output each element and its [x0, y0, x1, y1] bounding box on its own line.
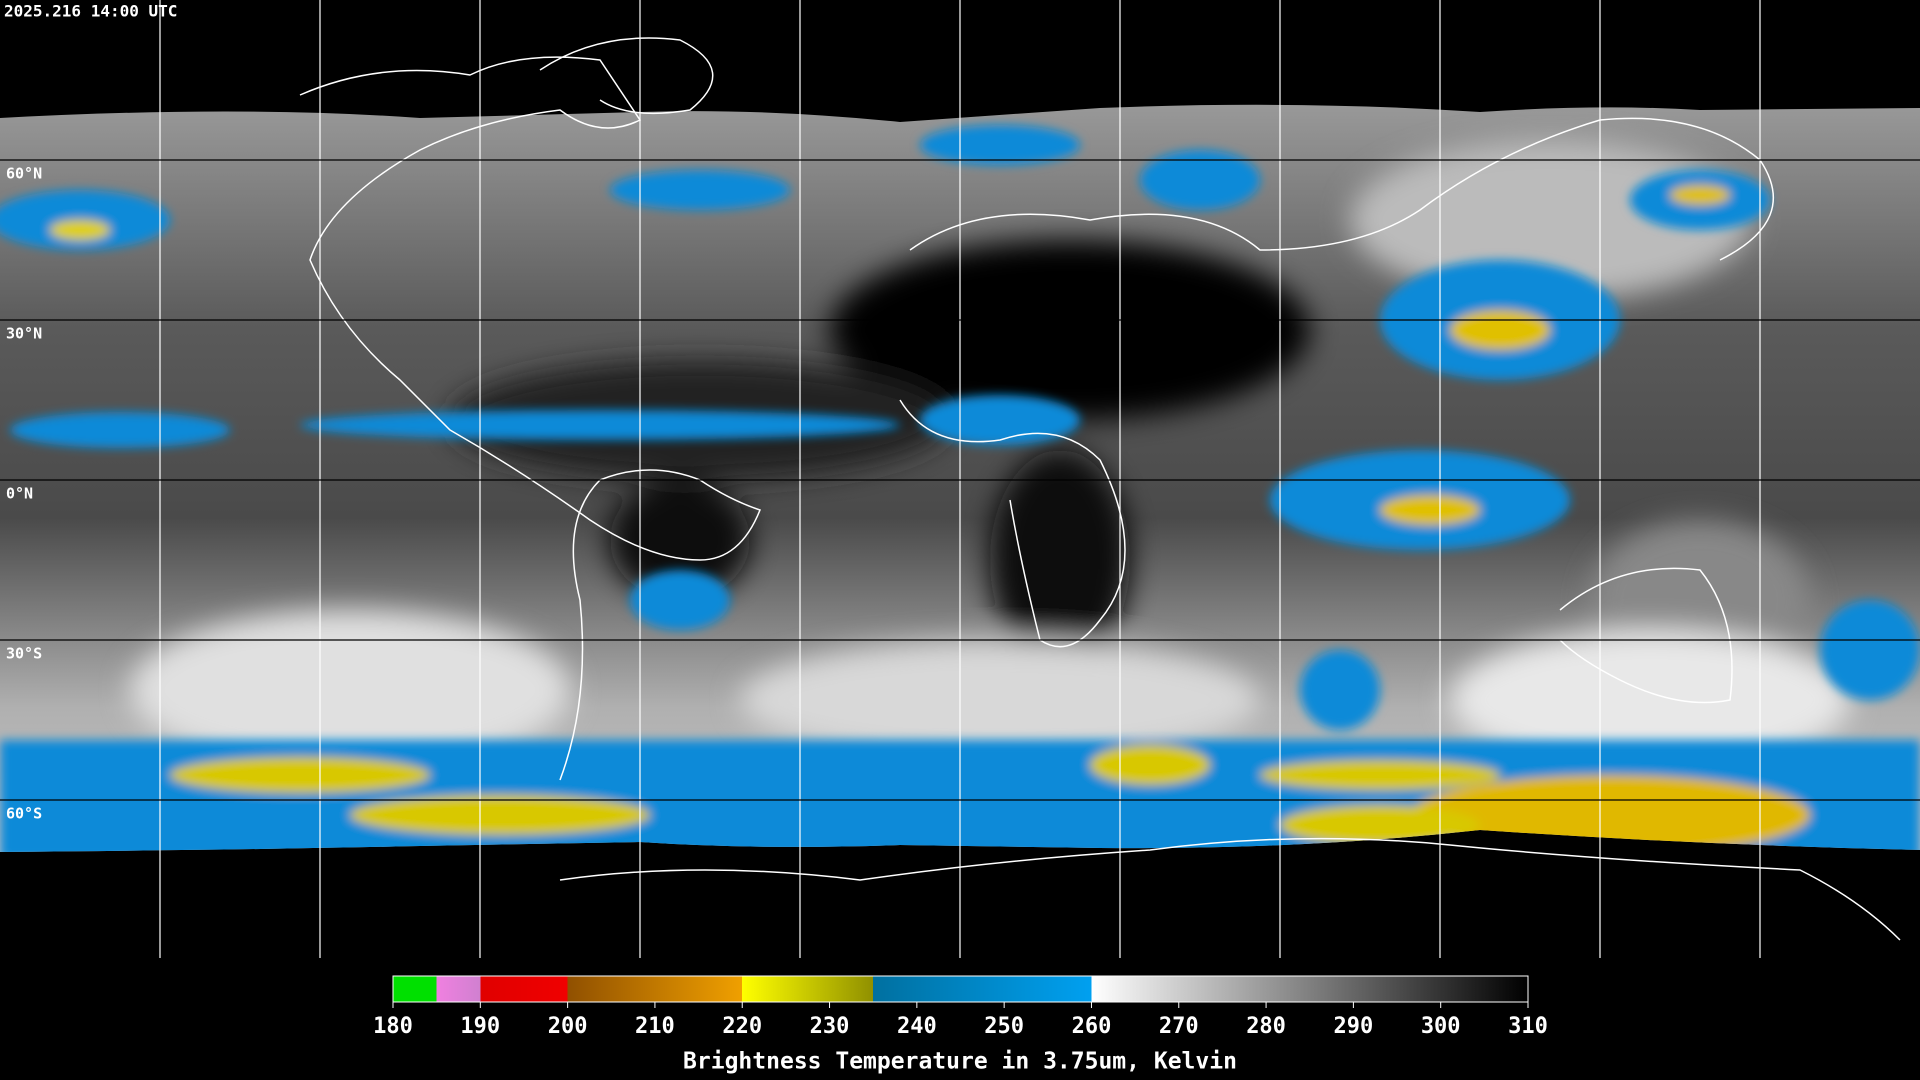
colorbar-tick-label: 190 [460, 1014, 500, 1039]
colorbar-tick-label: 220 [722, 1014, 762, 1039]
colorbar-title: Brightness Temperature in 3.75um, Kelvin [683, 1049, 1237, 1075]
lat-lon-grid: 60°N 30°N 0°N 30°S 60°S [6, 0, 1761, 958]
colorbar-tick-label: 200 [548, 1014, 588, 1039]
colorbar-tick-label: 290 [1334, 1014, 1374, 1039]
colorbar-tick-label: 260 [1072, 1014, 1112, 1039]
colorbar-tick-label: 250 [984, 1014, 1024, 1039]
lat-label: 60°N [6, 165, 42, 183]
colorbar-tick-label: 270 [1159, 1014, 1199, 1039]
timestamp: 2025.216 14:00 UTC [4, 2, 177, 21]
colorbar-tick-label: 230 [810, 1014, 850, 1039]
colorbar-tick-label: 180 [373, 1014, 413, 1039]
colorbar-tick-label: 280 [1246, 1014, 1286, 1039]
lat-label: 60°S [6, 805, 42, 823]
colorbar-tick-label: 210 [635, 1014, 675, 1039]
lat-label: 0°N [6, 485, 33, 503]
lat-label: 30°N [6, 325, 42, 343]
colorbar-tick-label: 300 [1421, 1014, 1461, 1039]
colorbar-tick-label: 310 [1508, 1014, 1548, 1039]
colorbar-tick-label: 240 [897, 1014, 937, 1039]
colorbar [392, 975, 1529, 1003]
lat-label: 30°S [6, 645, 42, 663]
